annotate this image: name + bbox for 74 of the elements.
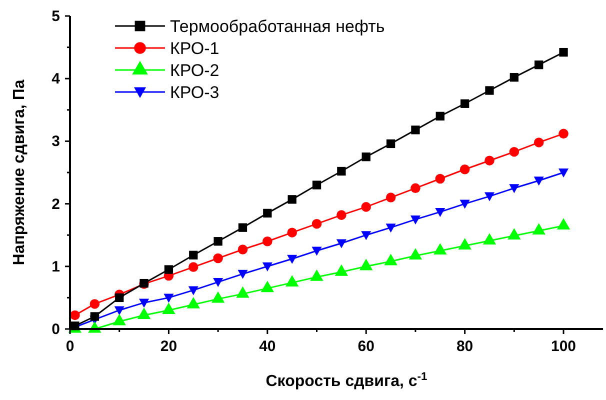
point [534,60,544,70]
point [435,174,446,184]
point [288,195,296,204]
point [361,202,371,212]
point [312,246,322,256]
point [559,48,568,57]
point [460,200,470,209]
point [336,239,346,248]
point [164,294,174,303]
point [188,262,198,272]
point [436,112,444,120]
point [287,254,298,264]
legend-label: КРО-3 [170,83,220,102]
x-tick-label: 20 [160,338,178,355]
point [411,126,420,134]
legend-label: КРО-1 [170,39,220,58]
point [410,215,420,224]
point [90,299,100,309]
point [115,293,124,302]
legend-label: КРО-2 [170,61,220,80]
point [188,286,198,296]
point [287,228,297,238]
point [238,270,248,279]
y-tick-label: 5 [52,8,60,25]
point [386,224,396,233]
point [435,208,446,217]
y-tick-label: 1 [52,258,60,276]
y-axis-title: Напряжение сдвига, Па [11,80,28,266]
point [460,99,470,108]
point [213,278,224,288]
point [238,223,248,232]
point [510,73,518,82]
point [410,183,420,194]
y-tick-label: 2 [52,196,60,213]
point [484,192,494,202]
point [534,138,544,148]
y-tick-label: 0 [52,321,60,338]
x-axis-title: Скорость сдвига, с$^{-1}$ [266,371,428,390]
point [90,312,100,321]
point [262,262,272,272]
point [238,244,248,254]
point [214,237,222,246]
x-tick-label: 0 [66,338,74,355]
point [213,253,223,264]
point [484,156,494,166]
point [509,146,520,157]
point [114,306,124,316]
point [386,192,396,202]
point [70,310,80,320]
point [263,208,272,218]
legend-label: Термообработанная нефть [170,17,385,36]
x-tick-label: 100 [551,338,576,355]
point [362,152,370,162]
point [509,184,520,194]
point [262,236,272,246]
point [337,166,346,176]
point [558,168,569,178]
x-tick-label: 40 [259,338,276,355]
point [336,210,346,220]
y-tick-label: 3 [52,133,60,150]
x-tick-label: 80 [456,338,474,355]
point [485,86,494,95]
point [386,139,396,148]
point [139,298,150,308]
point [361,231,372,240]
x-tick-label: 60 [358,338,374,355]
point [534,176,544,186]
point [189,250,198,260]
point [312,218,322,229]
y-tick-label: 4 [52,70,61,88]
point [164,265,174,274]
point [312,180,322,190]
point [558,128,568,139]
point [460,164,470,174]
